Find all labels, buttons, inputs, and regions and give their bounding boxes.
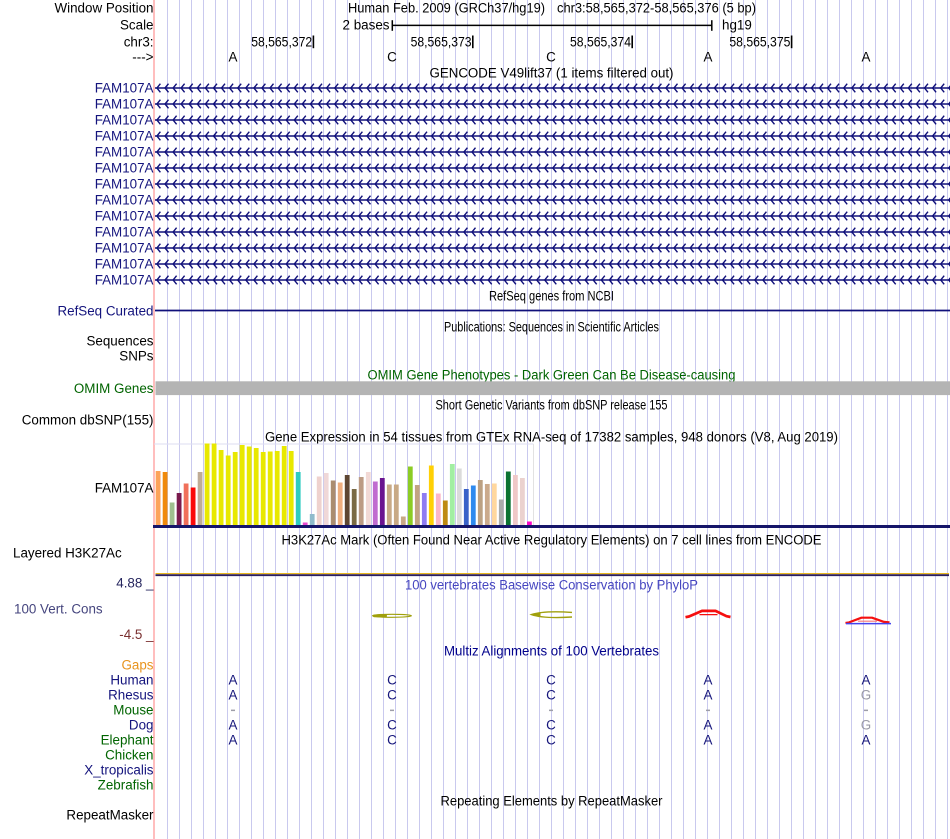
svg-text:Short Genetic Variants from db: Short Genetic Variants from dbSNP releas…	[436, 398, 668, 413]
svg-text:Zebrafish: Zebrafish	[98, 778, 154, 793]
svg-text:OMIM Genes: OMIM Genes	[74, 381, 154, 396]
svg-text:Dog: Dog	[129, 718, 154, 733]
svg-text:RefSeq Curated: RefSeq Curated	[57, 304, 153, 319]
svg-text:-4.5 _: -4.5 _	[119, 627, 154, 642]
svg-text:A: A	[229, 673, 238, 688]
svg-text:Mouse: Mouse	[113, 703, 153, 718]
svg-text:X_tropicalis: X_tropicalis	[84, 763, 154, 778]
svg-text:FAM107A: FAM107A	[95, 81, 154, 96]
svg-text:FAM107A: FAM107A	[95, 97, 154, 112]
svg-text:OMIM Gene Phenotypes - Dark Gr: OMIM Gene Phenotypes - Dark Green Can Be…	[368, 368, 736, 383]
svg-text:58,565,373: 58,565,373	[411, 35, 472, 50]
svg-text:100 Vert. Cons: 100 Vert. Cons	[14, 602, 103, 617]
svg-text:4.88 _: 4.88 _	[116, 576, 154, 591]
svg-text:FAM107A: FAM107A	[95, 273, 154, 288]
svg-text:C: C	[387, 733, 397, 748]
svg-text:C: C	[546, 50, 556, 65]
svg-text:Multiz Alignments of 100 Verte: Multiz Alignments of 100 Vertebrates	[444, 644, 659, 659]
svg-text:FAM107A: FAM107A	[95, 193, 154, 208]
svg-text:FAM107A: FAM107A	[95, 161, 154, 176]
svg-text:FAM107A: FAM107A	[95, 257, 154, 272]
svg-text:Gene Expression in 54 tissues: Gene Expression in 54 tissues from GTEx …	[265, 430, 838, 445]
svg-text:A: A	[229, 733, 238, 748]
svg-text:58,565,372: 58,565,372	[251, 35, 312, 50]
svg-text:C: C	[546, 673, 556, 688]
svg-text:A: A	[229, 718, 238, 733]
svg-text:FAM107A: FAM107A	[95, 177, 154, 192]
svg-text:58,565,375: 58,565,375	[729, 35, 790, 50]
svg-text:C: C	[387, 673, 397, 688]
svg-text:A: A	[704, 733, 713, 748]
svg-text:FAM107A: FAM107A	[95, 129, 154, 144]
svg-text:G: G	[861, 688, 871, 703]
svg-text:FAM107A: FAM107A	[95, 209, 154, 224]
svg-text:FAM107A: FAM107A	[95, 113, 154, 128]
svg-text:Window Position: Window Position	[55, 1, 154, 16]
svg-text:C: C	[387, 718, 397, 733]
svg-text:G: G	[861, 718, 871, 733]
svg-text:SNPs: SNPs	[119, 349, 154, 364]
svg-text:C: C	[546, 733, 556, 748]
svg-text:A: A	[229, 688, 238, 703]
svg-text:hg19: hg19	[722, 18, 752, 33]
svg-text:chr3:: chr3:	[124, 35, 154, 50]
svg-text:C: C	[546, 718, 556, 733]
svg-text:Human Feb. 2009 (GRCh37/hg19): Human Feb. 2009 (GRCh37/hg19)	[348, 1, 545, 16]
svg-text:A: A	[704, 50, 713, 65]
svg-text:RefSeq genes from NCBI: RefSeq genes from NCBI	[489, 289, 614, 304]
svg-text:C: C	[387, 688, 397, 703]
svg-text:A: A	[862, 733, 871, 748]
svg-text:A: A	[704, 673, 713, 688]
svg-text:chr3:58,565,372-58,565,376 (5: chr3:58,565,372-58,565,376 (5 bp)	[557, 1, 756, 16]
svg-text:FAM107A: FAM107A	[95, 145, 154, 160]
svg-text:FAM107A: FAM107A	[95, 225, 154, 240]
svg-text:--->: --->	[132, 50, 153, 65]
svg-text:Layered H3K27Ac: Layered H3K27Ac	[13, 546, 122, 561]
svg-text:Scale: Scale	[120, 18, 154, 33]
svg-text:Elephant: Elephant	[101, 733, 154, 748]
svg-text:A: A	[229, 50, 238, 65]
svg-text:Sequences: Sequences	[86, 334, 153, 349]
svg-text:A: A	[862, 673, 871, 688]
svg-text:H3K27Ac Mark (Often Found Near: H3K27Ac Mark (Often Found Near Active Re…	[282, 533, 822, 548]
svg-text:100 vertebrates Basewise Conse: 100 vertebrates Basewise Conservation by…	[405, 578, 698, 593]
svg-text:Repeating Elements by RepeatMa: Repeating Elements by RepeatMasker	[441, 794, 664, 809]
svg-text:Human: Human	[110, 673, 153, 688]
svg-text:Common dbSNP(155): Common dbSNP(155)	[22, 413, 154, 428]
svg-text:C: C	[546, 688, 556, 703]
svg-text:Chicken: Chicken	[105, 748, 153, 763]
svg-text:A: A	[704, 718, 713, 733]
svg-text:C: C	[387, 50, 397, 65]
svg-text:A: A	[862, 50, 871, 65]
svg-text:RepeatMasker: RepeatMasker	[66, 808, 154, 823]
svg-text:GENCODE V49lift37 (1 items fil: GENCODE V49lift37 (1 items filtered out)	[430, 66, 674, 81]
svg-text:FAM107A: FAM107A	[95, 241, 154, 256]
svg-text:2 bases: 2 bases	[343, 18, 390, 33]
svg-text:FAM107A: FAM107A	[95, 481, 154, 496]
svg-text:58,565,374: 58,565,374	[570, 35, 631, 50]
svg-text:Publications: Sequences in Sci: Publications: Sequences in Scientific Ar…	[444, 320, 659, 335]
svg-text:Rhesus: Rhesus	[108, 688, 154, 703]
svg-text:Gaps: Gaps	[121, 658, 153, 673]
svg-text:A: A	[704, 688, 713, 703]
